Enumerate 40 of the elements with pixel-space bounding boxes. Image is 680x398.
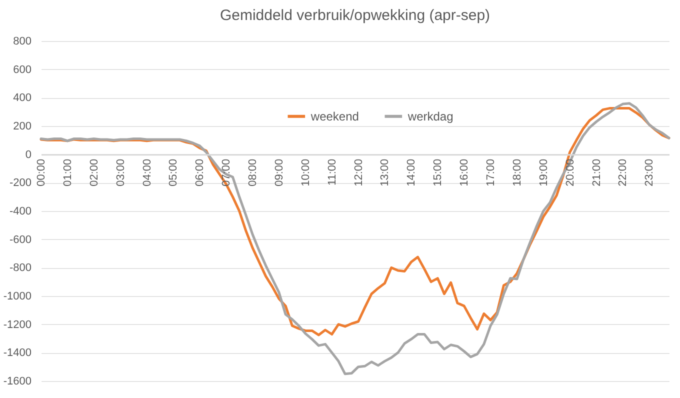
- x-tick-label: 14:00: [406, 158, 418, 186]
- x-tick-label: 23:00: [644, 158, 656, 186]
- y-tick-label: 600: [13, 64, 32, 76]
- y-tick-label: -600: [9, 234, 32, 246]
- y-tick-label: -400: [9, 206, 32, 218]
- y-tick-label: 400: [13, 92, 32, 104]
- x-tick-label: 19:00: [538, 158, 550, 186]
- y-tick-label: -200: [9, 177, 32, 190]
- x-tick-label: 13:00: [379, 158, 392, 186]
- x-tick-label: 01:00: [62, 158, 74, 186]
- x-tick-label: 22:00: [617, 158, 630, 186]
- y-tick-label: 0: [25, 148, 32, 161]
- x-tick-label: 18:00: [511, 158, 524, 186]
- x-tick-label: 12:00: [352, 158, 365, 186]
- x-tick-label: 15:00: [432, 158, 444, 186]
- x-tick-label: 08:00: [247, 158, 260, 186]
- y-tick-label: -800: [9, 262, 32, 274]
- y-tick-label: 200: [13, 120, 32, 132]
- y-tick-label: -1600: [3, 376, 32, 388]
- chart-title: Gemiddeld verbruik/opwekking (apr-sep): [220, 7, 490, 24]
- x-tick-label: 07:00: [220, 158, 233, 186]
- x-tick-label: 05:00: [168, 158, 180, 186]
- x-tick-label: 09:00: [273, 158, 286, 186]
- legend-label: werkdag: [406, 109, 454, 124]
- y-tick-label: -1400: [3, 347, 32, 360]
- legend-label: weekend: [310, 109, 359, 124]
- x-tick-label: 17:00: [485, 158, 498, 186]
- y-tick-label: -1000: [3, 290, 32, 302]
- y-tick-label: 800: [13, 36, 32, 48]
- x-tick-label: 20:00: [564, 158, 576, 186]
- x-tick-label: 16:00: [458, 158, 471, 186]
- x-tick-label: 03:00: [114, 158, 127, 186]
- x-tick-label: 02:00: [88, 158, 100, 186]
- x-tick-label: 00:00: [36, 158, 48, 186]
- x-tick-label: 11:00: [326, 158, 338, 186]
- y-tick-label: -1200: [3, 318, 32, 331]
- x-tick-label: 10:00: [300, 158, 312, 186]
- x-tick-label: 21:00: [590, 158, 603, 186]
- x-tick-label: 06:00: [194, 158, 206, 186]
- x-tick-label: 04:00: [141, 158, 154, 186]
